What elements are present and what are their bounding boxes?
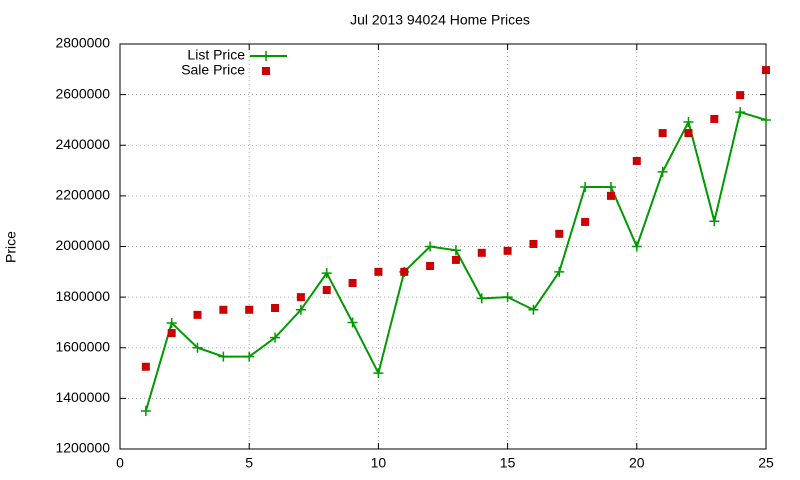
point-marker (140, 406, 151, 417)
y-tick-label: 1200000 (55, 440, 110, 456)
point-marker (658, 129, 667, 138)
point-marker (425, 241, 436, 252)
x-tick-label: 15 (500, 455, 516, 471)
legend-label: List Price (187, 47, 245, 63)
point-marker (244, 351, 255, 362)
point-marker (529, 239, 538, 248)
point-marker (684, 129, 693, 138)
point-marker (581, 217, 590, 226)
point-marker (193, 310, 202, 319)
point-marker (270, 332, 281, 343)
point-marker (657, 166, 668, 177)
point-marker (245, 305, 254, 314)
x-tick-label: 10 (371, 455, 387, 471)
point-marker (141, 362, 150, 371)
point-marker (347, 317, 358, 328)
point-marker (710, 114, 719, 123)
point-marker (709, 216, 720, 227)
x-tick-label: 20 (629, 455, 645, 471)
point-marker (271, 304, 280, 313)
x-tick-label: 25 (758, 455, 774, 471)
point-marker (296, 293, 305, 302)
x-tick-label: 0 (116, 455, 124, 471)
y-tick-label: 1400000 (55, 389, 110, 405)
point-marker (554, 266, 565, 277)
point-marker (477, 248, 486, 257)
plot-frame (119, 43, 767, 450)
point-marker (632, 156, 641, 165)
point-marker (528, 304, 539, 315)
y-tick-label: 2800000 (55, 35, 110, 51)
point-marker (218, 351, 229, 362)
point-marker (348, 278, 357, 287)
point-marker (451, 255, 460, 264)
y-tick-label: 2000000 (55, 237, 110, 253)
point-marker (426, 261, 435, 270)
y-tick-label: 2600000 (55, 85, 110, 101)
x-tick-label: 5 (245, 455, 253, 471)
y-tick-label: 2200000 (55, 187, 110, 203)
y-axis-label: Price (3, 231, 19, 263)
chart-title: Jul 2013 94024 Home Prices (350, 12, 530, 28)
point-marker (373, 368, 384, 379)
legend-marker (262, 67, 270, 75)
point-marker (476, 293, 487, 304)
legend-marker (261, 51, 271, 61)
point-marker (735, 107, 746, 118)
point-marker (683, 116, 694, 127)
point-marker (167, 329, 176, 338)
point-marker (192, 342, 203, 353)
point-marker (502, 292, 513, 303)
point-marker (374, 267, 383, 276)
point-marker (736, 91, 745, 100)
point-marker (605, 182, 616, 193)
point-marker (555, 229, 564, 238)
point-marker (450, 245, 461, 256)
point-marker (166, 317, 177, 328)
point-marker (322, 286, 331, 295)
y-tick-label: 1800000 (55, 288, 110, 304)
point-marker (761, 114, 771, 125)
point-marker (503, 246, 512, 255)
point-marker (631, 241, 642, 252)
point-marker (219, 305, 228, 314)
point-marker (321, 268, 332, 279)
point-marker (606, 191, 615, 200)
point-marker (400, 267, 409, 276)
legend-label: Sale Price (181, 62, 245, 78)
point-marker (580, 182, 591, 193)
point-marker (295, 304, 306, 315)
y-tick-label: 1600000 (55, 338, 110, 354)
point-marker (762, 66, 770, 75)
y-tick-label: 2400000 (55, 136, 110, 152)
